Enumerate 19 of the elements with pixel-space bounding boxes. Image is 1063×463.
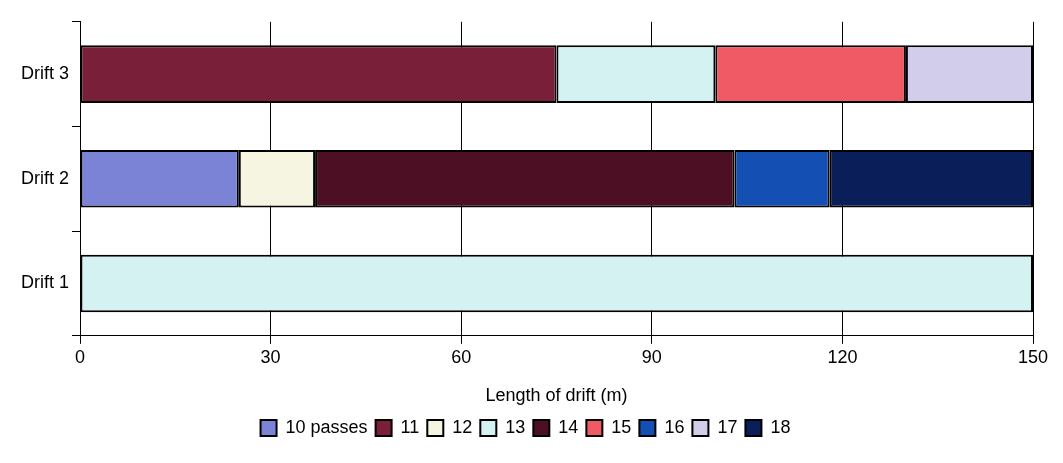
legend-label: 10 passes [285, 416, 368, 437]
legend-label: 14 [558, 416, 579, 437]
legend-label: 11 [400, 416, 420, 437]
x-tick-label: 120 [827, 346, 858, 367]
x-tick-label: 150 [1017, 346, 1049, 367]
legend-label: 18 [770, 416, 791, 437]
y-tick-label: Drift 3 [20, 63, 70, 84]
x-tick-label: 60 [451, 346, 472, 367]
y-tick-label: Drift 2 [20, 167, 70, 188]
legend-label: 15 [611, 416, 632, 437]
legend-label: 16 [664, 416, 685, 437]
x-tick-label: 30 [260, 346, 281, 367]
x-tick-label: 90 [641, 346, 662, 367]
y-tick-label: Drift 1 [20, 272, 70, 293]
x-axis-title: Length of drift (m) [485, 385, 628, 406]
legend-label: 17 [717, 416, 738, 437]
legend-label: 12 [452, 416, 473, 437]
x-tick-label: 0 [75, 346, 86, 367]
legend-label: 13 [505, 416, 526, 437]
